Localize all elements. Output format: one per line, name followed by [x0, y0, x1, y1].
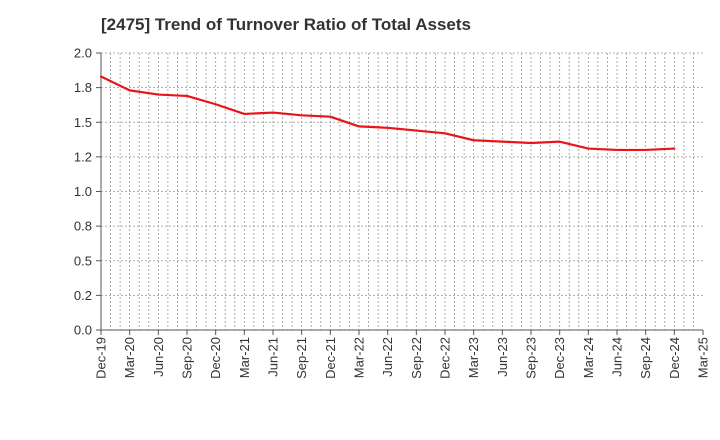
x-tick-label: Mar-24 — [581, 337, 596, 378]
x-tick-label: Jun-24 — [610, 337, 625, 377]
x-tick-label: Sep-22 — [409, 337, 424, 379]
x-tick-label: Sep-24 — [638, 337, 653, 379]
x-tick-label: Jun-22 — [380, 337, 395, 377]
tick-labels: 0.0 0.2 0.5 0.8 1.0 1.2 1.5 1.8 2.0 Dec-19 Mar-20 J… — [74, 46, 711, 379]
x-tick-label: Sep-21 — [294, 337, 309, 379]
x-tick-label: Dec-20 — [208, 337, 223, 379]
y-tick-label: 1.2 — [74, 149, 92, 164]
x-tick-label: Dec-19 — [94, 337, 109, 379]
series-layer — [99, 75, 676, 152]
series-line — [99, 75, 676, 152]
y-tick-label: 0.2 — [74, 288, 92, 303]
x-tick-label: Mar-25 — [696, 337, 711, 378]
x-tick-label: Jun-20 — [151, 337, 166, 377]
x-tick-label: Jun-23 — [495, 337, 510, 377]
y-tick-label: 0.0 — [74, 323, 92, 338]
y-tick-label: 2.0 — [74, 46, 92, 61]
y-tick-label: 0.5 — [74, 253, 92, 268]
y-tick-label: 1.0 — [74, 184, 92, 199]
grid — [101, 52, 703, 330]
x-tick-label: Dec-21 — [323, 337, 338, 379]
x-tick-label: Mar-21 — [237, 337, 252, 378]
x-tick-label: Jun-21 — [266, 337, 281, 377]
x-tick-label: Dec-24 — [667, 337, 682, 379]
x-tick-label: Mar-23 — [466, 337, 481, 378]
x-tick-label: Dec-22 — [438, 337, 453, 379]
x-tick-label: Dec-23 — [552, 337, 567, 379]
x-tick-label: Sep-23 — [524, 337, 539, 379]
x-tick-label: Sep-20 — [180, 337, 195, 379]
x-tick-label: Mar-22 — [352, 337, 367, 378]
y-tick-label: 1.8 — [74, 80, 92, 95]
y-tick-label: 0.8 — [74, 219, 92, 234]
x-tick-label: Mar-20 — [122, 337, 137, 378]
chart-title: [2475] Trend of Turnover Ratio of Total … — [101, 15, 471, 34]
y-tick-label: 1.5 — [74, 115, 92, 130]
axes — [96, 52, 704, 335]
